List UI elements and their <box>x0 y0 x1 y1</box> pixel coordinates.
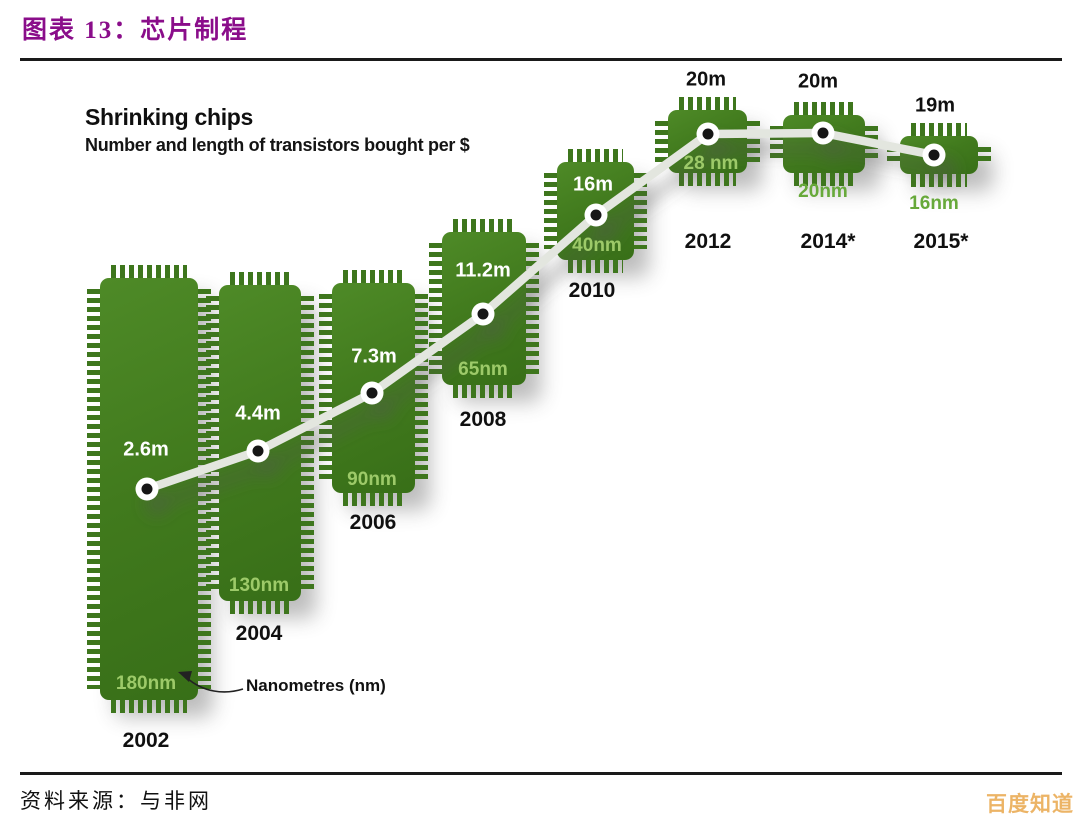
nm-label-2008: 65nm <box>458 359 508 380</box>
year-label-2008: 2008 <box>459 408 507 431</box>
chip-pins-left-2015* <box>887 147 900 163</box>
chip-pins-left-2006 <box>319 294 332 482</box>
chip-pins-bottom-2002 <box>111 700 187 713</box>
chip-pins-bottom-2015* <box>911 174 967 187</box>
nm-label-2010: 40nm <box>572 235 622 256</box>
source-label: 资料来源：与非网 <box>20 789 212 813</box>
chip-pins-bottom-2010 <box>568 260 623 273</box>
year-label-2015*: 2015* <box>913 230 969 253</box>
value-label-2015*: 19m <box>914 94 956 117</box>
nm-label-2002: 180nm <box>115 673 177 694</box>
value-label-2014*: 20m <box>797 70 839 93</box>
chip-icon-2006 <box>332 283 415 493</box>
chip-pins-top-2010 <box>568 149 623 162</box>
watermark-baidu-zhidao: 百度知道 <box>986 793 1074 816</box>
year-label-2006: 2006 <box>349 511 397 534</box>
chip-icon-2014* <box>783 115 865 173</box>
chip-pins-bottom-2006 <box>343 493 404 506</box>
chart-subtitle: Number and length of transistors bought … <box>85 135 470 155</box>
chart-title: Shrinking chips <box>85 104 254 130</box>
chip-pins-right-2008 <box>526 243 539 374</box>
year-label-2010: 2010 <box>568 279 616 302</box>
value-label-2010: 16m <box>572 173 614 196</box>
chip-icon-2004 <box>219 285 301 601</box>
chip-pins-top-2015* <box>911 123 967 136</box>
nm-label-2012: 28 nm <box>683 153 739 174</box>
chip-pins-left-2004 <box>206 296 219 590</box>
chip-pins-top-2014* <box>794 102 854 115</box>
year-label-2004: 2004 <box>235 622 283 645</box>
page-title: 图表 13：芯片制程 <box>22 17 249 44</box>
year-label-2012: 2012 <box>684 230 732 253</box>
value-label-2012: 20m <box>685 68 727 91</box>
footer-divider <box>20 772 1062 775</box>
year-label-2014*: 2014* <box>800 230 856 253</box>
chip-pins-top-2004 <box>230 272 290 285</box>
chip-pins-top-2012 <box>679 97 736 110</box>
value-label-2008: 11.2m <box>455 259 511 282</box>
chip-icon-2015* <box>900 136 978 174</box>
chip-pins-left-2014* <box>770 126 783 162</box>
chip-pins-left-2002 <box>87 289 100 689</box>
chip-pins-bottom-2008 <box>453 385 515 398</box>
year-label-2002: 2002 <box>122 729 170 752</box>
chip-pins-right-2015* <box>978 147 991 163</box>
chip-pins-right-2012 <box>747 121 760 162</box>
chip-pins-top-2002 <box>111 265 187 278</box>
nm-label-2006: 90nm <box>347 469 397 490</box>
chip-pins-top-2008 <box>453 219 515 232</box>
chip-pins-top-2006 <box>343 270 404 283</box>
value-label-2006: 7.3m <box>351 345 397 368</box>
nm-label-2004: 130nm <box>228 575 290 596</box>
value-label-2002: 2.6m <box>123 438 169 461</box>
nm-label-2015*: 16nm <box>909 193 959 214</box>
chip-pins-right-2014* <box>865 126 878 162</box>
chip-pins-left-2008 <box>429 243 442 374</box>
nm-label-2014*: 20nm <box>798 181 848 202</box>
value-label-2004: 4.4m <box>235 402 281 425</box>
chip-pins-left-2012 <box>655 121 668 162</box>
chip-pins-right-2004 <box>301 296 314 590</box>
nanometres-annotation: Nanometres (nm) <box>246 676 386 695</box>
chip-icon-2002 <box>100 278 198 700</box>
chip-pins-bottom-2004 <box>230 601 290 614</box>
header-divider <box>20 58 1062 61</box>
chip-pins-right-2010 <box>634 173 647 249</box>
chip-pins-right-2006 <box>415 294 428 482</box>
chip-pins-left-2010 <box>544 173 557 249</box>
